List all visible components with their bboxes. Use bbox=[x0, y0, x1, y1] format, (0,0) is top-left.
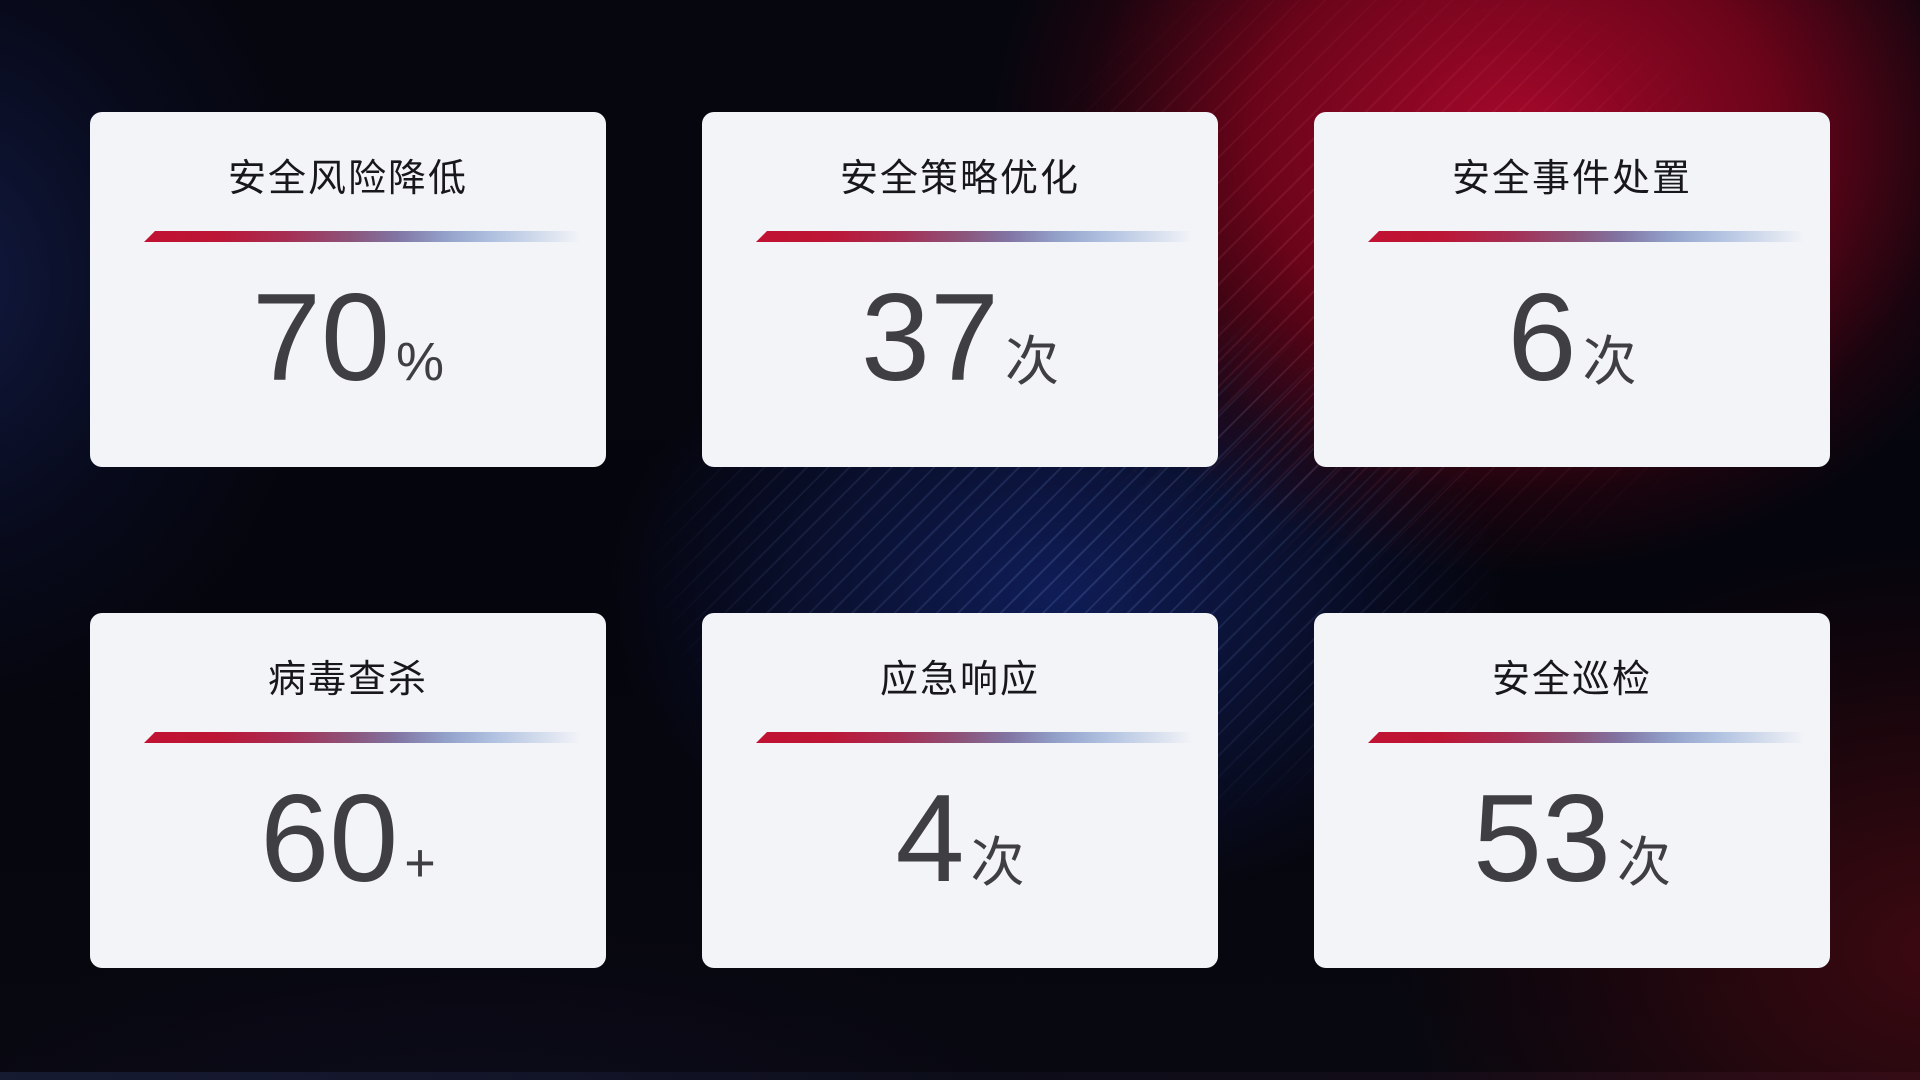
stat-value-row: 60 + bbox=[90, 777, 606, 901]
card-title: 安全事件处置 bbox=[1451, 158, 1692, 200]
accent-divider-line bbox=[1368, 231, 1818, 242]
card-title: 安全风险降低 bbox=[227, 158, 468, 200]
stat-unit: + bbox=[404, 833, 436, 893]
stat-card-grid: 安全风险降低 70 % 安全策略优化 37 次 安全事件处置 6 次 病毒查杀 … bbox=[90, 112, 1830, 968]
stat-value-row: 37 次 bbox=[702, 276, 1218, 400]
stat-card-incident-handling: 安全事件处置 6 次 bbox=[1314, 112, 1830, 467]
accent-divider-line bbox=[756, 231, 1206, 242]
stat-unit: % bbox=[395, 332, 444, 392]
bottom-edge-glow bbox=[0, 1072, 1920, 1080]
stat-value: 4 bbox=[895, 770, 965, 908]
accent-divider-line bbox=[1368, 732, 1818, 743]
stat-unit: 次 bbox=[970, 833, 1025, 893]
stat-card-risk-reduction: 安全风险降低 70 % bbox=[90, 112, 606, 467]
stat-value: 37 bbox=[861, 269, 999, 407]
card-title: 应急响应 bbox=[879, 659, 1040, 701]
stat-unit: 次 bbox=[1616, 833, 1671, 893]
accent-divider-line bbox=[144, 231, 594, 242]
stat-value: 6 bbox=[1507, 269, 1577, 407]
card-title: 安全策略优化 bbox=[839, 158, 1080, 200]
accent-divider-line bbox=[144, 732, 594, 743]
accent-divider-line bbox=[756, 732, 1206, 743]
stat-unit: 次 bbox=[1582, 332, 1637, 392]
stat-value-row: 53 次 bbox=[1314, 777, 1830, 901]
stat-value: 70 bbox=[252, 269, 390, 407]
stat-value: 60 bbox=[260, 770, 399, 908]
stat-card-security-inspection: 安全巡检 53 次 bbox=[1314, 613, 1830, 968]
stat-value-row: 70 % bbox=[90, 276, 606, 400]
stat-value: 53 bbox=[1473, 770, 1611, 908]
card-title: 安全巡检 bbox=[1491, 659, 1652, 701]
stat-card-emergency-response: 应急响应 4 次 bbox=[702, 613, 1218, 968]
stat-card-virus-scan: 病毒查杀 60 + bbox=[90, 613, 606, 968]
stat-value-row: 4 次 bbox=[702, 777, 1218, 901]
stat-unit: 次 bbox=[1004, 332, 1059, 392]
stat-value-row: 6 次 bbox=[1314, 276, 1830, 400]
stat-card-policy-optimization: 安全策略优化 37 次 bbox=[702, 112, 1218, 467]
card-title: 病毒查杀 bbox=[267, 659, 428, 701]
